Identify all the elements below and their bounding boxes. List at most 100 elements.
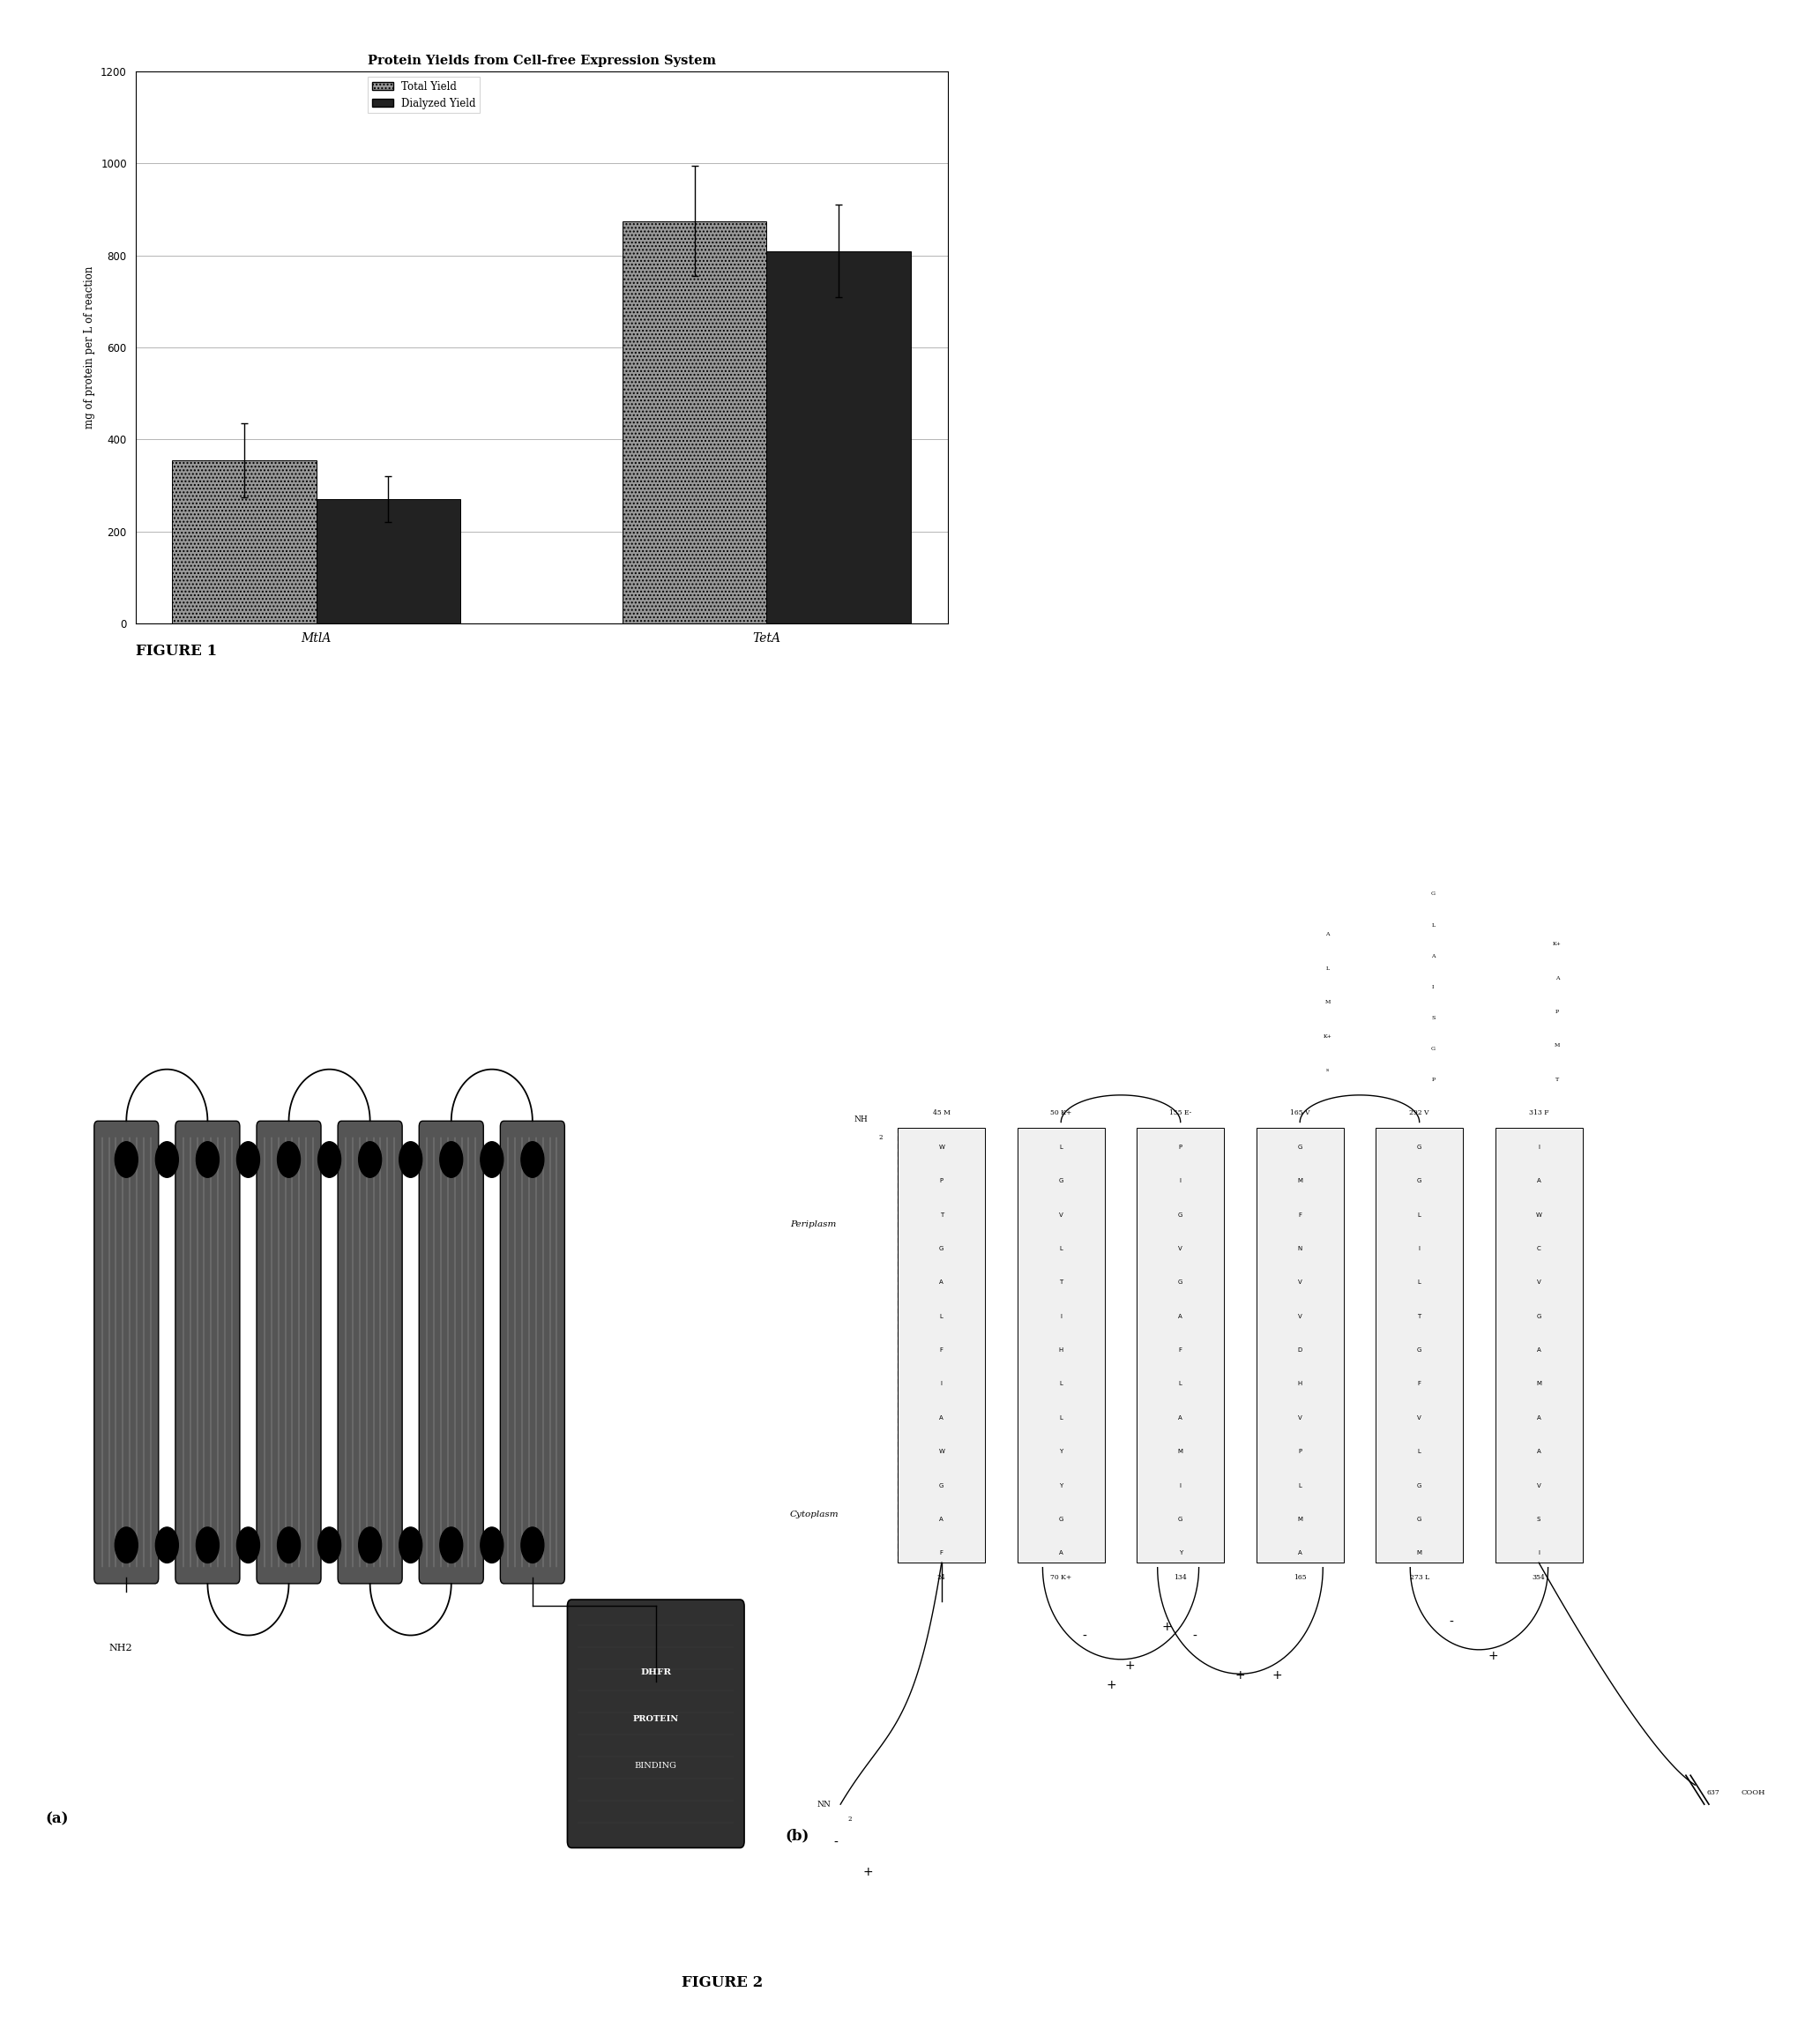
Text: M: M xyxy=(1179,1449,1182,1453)
Text: (b): (b) xyxy=(785,1827,809,1844)
Text: T: T xyxy=(1417,1314,1421,1318)
Text: M: M xyxy=(1554,1044,1560,1049)
Text: L: L xyxy=(940,1314,944,1318)
Text: G: G xyxy=(1431,891,1435,895)
Text: P: P xyxy=(1431,1077,1435,1081)
Text: 70 K+: 70 K+ xyxy=(1051,1574,1072,1582)
Text: P: P xyxy=(940,1179,944,1183)
Text: M: M xyxy=(1417,1551,1422,1555)
Text: T: T xyxy=(1060,1280,1063,1286)
Circle shape xyxy=(359,1143,381,1177)
Text: M: M xyxy=(1325,1000,1330,1004)
Circle shape xyxy=(522,1143,543,1177)
Text: W: W xyxy=(939,1449,944,1453)
Text: F: F xyxy=(1417,1382,1421,1386)
Text: 155 E-: 155 E- xyxy=(1170,1110,1191,1116)
Bar xyxy=(1495,1128,1583,1564)
Text: +: + xyxy=(1487,1650,1498,1662)
FancyBboxPatch shape xyxy=(338,1120,403,1584)
Text: G: G xyxy=(939,1247,944,1251)
Text: G: G xyxy=(1179,1517,1182,1523)
Text: T: T xyxy=(1556,1077,1560,1081)
Text: L: L xyxy=(1298,1482,1301,1488)
Legend: Total Yield, Dialyzed Yield: Total Yield, Dialyzed Yield xyxy=(368,78,480,112)
Text: 50 K+: 50 K+ xyxy=(1051,1110,1072,1116)
Bar xyxy=(623,221,767,623)
Text: A: A xyxy=(1536,1449,1541,1453)
Text: A: A xyxy=(939,1414,944,1421)
Text: L: L xyxy=(1060,1382,1063,1386)
Text: G: G xyxy=(1298,1145,1301,1151)
Bar xyxy=(171,460,316,623)
Text: M: M xyxy=(1298,1517,1303,1523)
Circle shape xyxy=(197,1143,218,1177)
Text: G: G xyxy=(939,1482,944,1488)
Text: A: A xyxy=(939,1517,944,1523)
Bar xyxy=(316,499,460,623)
Circle shape xyxy=(278,1143,300,1177)
Text: L: L xyxy=(1417,1449,1421,1453)
Text: D: D xyxy=(1298,1347,1301,1353)
FancyBboxPatch shape xyxy=(94,1120,159,1584)
Text: A: A xyxy=(1179,1314,1182,1318)
Text: 134: 134 xyxy=(1173,1574,1188,1582)
Text: 313 F: 313 F xyxy=(1529,1110,1549,1116)
Circle shape xyxy=(440,1143,462,1177)
Text: 45 M: 45 M xyxy=(933,1110,949,1116)
Text: -: - xyxy=(1191,1631,1197,1643)
Circle shape xyxy=(480,1143,504,1177)
Circle shape xyxy=(318,1143,341,1177)
Text: T: T xyxy=(940,1212,944,1218)
Text: Y: Y xyxy=(1179,1551,1182,1555)
Text: M: M xyxy=(1298,1179,1303,1183)
Circle shape xyxy=(155,1527,179,1564)
Text: F: F xyxy=(1298,1212,1301,1218)
Text: A: A xyxy=(1556,975,1560,981)
Text: 292 V: 292 V xyxy=(1410,1110,1430,1116)
Circle shape xyxy=(116,1143,137,1177)
Text: NH: NH xyxy=(854,1116,868,1122)
Text: S: S xyxy=(1536,1517,1541,1523)
Text: G: G xyxy=(1179,1212,1182,1218)
Text: -: - xyxy=(1449,1617,1453,1629)
Text: G: G xyxy=(1060,1179,1063,1183)
Text: V: V xyxy=(1060,1212,1063,1218)
Text: K+: K+ xyxy=(1323,1034,1332,1038)
Bar xyxy=(1137,1128,1224,1564)
Text: L: L xyxy=(1417,1280,1421,1286)
Text: 2: 2 xyxy=(879,1134,883,1141)
Text: -: - xyxy=(1081,1631,1087,1643)
Text: A: A xyxy=(1060,1551,1063,1555)
Text: K+: K+ xyxy=(1552,942,1561,946)
Text: +: + xyxy=(1125,1660,1135,1672)
Text: V: V xyxy=(1179,1247,1182,1251)
Text: A: A xyxy=(1536,1347,1541,1353)
FancyBboxPatch shape xyxy=(419,1120,484,1584)
Text: V: V xyxy=(1298,1280,1301,1286)
Text: I: I xyxy=(1431,985,1435,989)
Text: F: F xyxy=(940,1347,944,1353)
Text: V: V xyxy=(1298,1414,1301,1421)
Text: 354: 354 xyxy=(1532,1574,1545,1582)
Text: +: + xyxy=(1162,1621,1171,1633)
Circle shape xyxy=(399,1143,422,1177)
Text: 24: 24 xyxy=(937,1574,946,1582)
Text: F: F xyxy=(1179,1347,1182,1353)
Text: S: S xyxy=(1431,1016,1435,1020)
Text: G: G xyxy=(1536,1314,1541,1318)
Text: M: M xyxy=(1536,1382,1541,1386)
Text: FIGURE 1: FIGURE 1 xyxy=(135,644,217,658)
Text: +: + xyxy=(1273,1670,1282,1682)
Text: P: P xyxy=(1298,1449,1301,1453)
Text: G: G xyxy=(1431,1047,1435,1051)
Text: V: V xyxy=(1298,1314,1301,1318)
Circle shape xyxy=(197,1527,218,1564)
FancyBboxPatch shape xyxy=(175,1120,240,1584)
Bar xyxy=(1375,1128,1464,1564)
Text: L: L xyxy=(1325,967,1328,971)
Text: 2: 2 xyxy=(848,1815,852,1823)
Text: W: W xyxy=(939,1145,944,1151)
FancyBboxPatch shape xyxy=(500,1120,565,1584)
Text: BINDING: BINDING xyxy=(635,1762,677,1770)
Text: A: A xyxy=(1325,932,1330,936)
